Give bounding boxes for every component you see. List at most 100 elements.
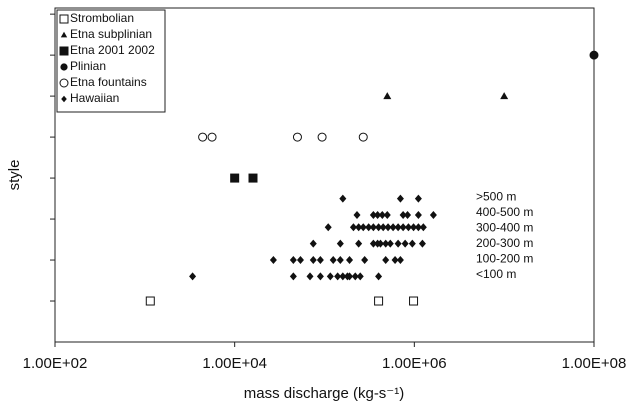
x-tick-label: 1.00E+04 <box>202 355 267 372</box>
marker <box>414 210 422 219</box>
legend-label: Etna fountains <box>70 75 147 89</box>
marker <box>355 239 363 248</box>
marker <box>383 92 392 100</box>
annotation: 200-300 m <box>476 236 533 250</box>
annotation: 400-500 m <box>476 205 533 219</box>
marker <box>339 272 347 281</box>
marker <box>429 210 437 219</box>
marker <box>374 210 382 219</box>
marker <box>346 272 354 281</box>
marker <box>351 272 359 281</box>
marker <box>384 223 392 232</box>
marker <box>339 194 347 203</box>
marker <box>316 256 324 265</box>
marker <box>292 132 302 142</box>
marker <box>369 223 377 232</box>
marker <box>414 223 422 232</box>
marker <box>248 173 258 183</box>
marker <box>336 239 344 248</box>
marker <box>198 132 208 142</box>
x-tick-label: 1.00E+08 <box>562 355 627 372</box>
marker <box>375 272 383 281</box>
legend-marker <box>59 78 69 88</box>
marker <box>404 223 412 232</box>
marker <box>336 256 344 265</box>
marker <box>346 256 354 265</box>
annotation: 300-400 m <box>476 221 533 235</box>
marker <box>386 239 394 248</box>
marker <box>394 223 402 232</box>
legend-label: Strombolian <box>70 11 134 25</box>
marker <box>309 256 317 265</box>
marker <box>418 239 426 248</box>
marker <box>391 256 399 265</box>
marker <box>365 223 373 232</box>
marker <box>361 256 369 265</box>
marker <box>349 223 357 232</box>
marker <box>401 239 409 248</box>
marker <box>289 256 297 265</box>
marker <box>409 296 419 306</box>
marker <box>396 194 404 203</box>
marker <box>326 272 334 281</box>
marker <box>408 239 416 248</box>
marker <box>207 132 217 142</box>
marker <box>414 194 422 203</box>
marker <box>334 272 342 281</box>
marker <box>375 223 383 232</box>
marker <box>359 223 367 232</box>
marker <box>369 210 377 219</box>
marker <box>289 272 297 281</box>
legend-label: Etna 2001 2002 <box>70 43 155 57</box>
marker <box>399 223 407 232</box>
marker <box>404 210 412 219</box>
x-axis-label: mass discharge (kg-s⁻¹) <box>244 385 404 402</box>
legend-marker <box>60 63 68 71</box>
legend-marker <box>61 95 67 103</box>
marker <box>394 239 402 248</box>
marker <box>353 210 361 219</box>
y-axis-label: style <box>6 160 23 191</box>
legend-label: Hawaiian <box>70 91 119 105</box>
legend-marker <box>59 14 69 24</box>
marker <box>396 256 404 265</box>
marker <box>145 296 155 306</box>
marker <box>500 92 509 100</box>
x-tick-label: 1.00E+06 <box>382 355 447 372</box>
marker <box>309 239 317 248</box>
marker <box>317 132 327 142</box>
marker <box>324 223 332 232</box>
marker <box>358 132 368 142</box>
plot-frame <box>54 7 595 343</box>
marker <box>382 256 390 265</box>
annotation: 100-200 m <box>476 252 533 266</box>
marker <box>382 239 390 248</box>
marker <box>306 272 314 281</box>
marker <box>419 223 427 232</box>
legend-marker <box>59 46 69 56</box>
marker <box>369 239 377 248</box>
legend-label: Plinian <box>70 59 106 73</box>
marker <box>389 223 397 232</box>
marker <box>378 210 386 219</box>
marker <box>376 239 384 248</box>
annotation: >500 m <box>476 190 516 204</box>
marker <box>399 210 407 219</box>
marker <box>383 210 391 219</box>
marker <box>356 272 364 281</box>
marker <box>374 296 384 306</box>
marker <box>296 256 304 265</box>
legend-marker <box>60 31 68 38</box>
marker <box>355 223 363 232</box>
legend-box <box>56 9 166 113</box>
marker <box>589 50 599 60</box>
legend-label: Etna subplinian <box>70 27 152 41</box>
marker <box>316 272 324 281</box>
annotation: <100 m <box>476 267 516 281</box>
marker <box>329 256 337 265</box>
marker <box>189 272 197 281</box>
marker <box>269 256 277 265</box>
marker <box>410 223 418 232</box>
x-tick-label: 1.00E+02 <box>23 355 88 372</box>
